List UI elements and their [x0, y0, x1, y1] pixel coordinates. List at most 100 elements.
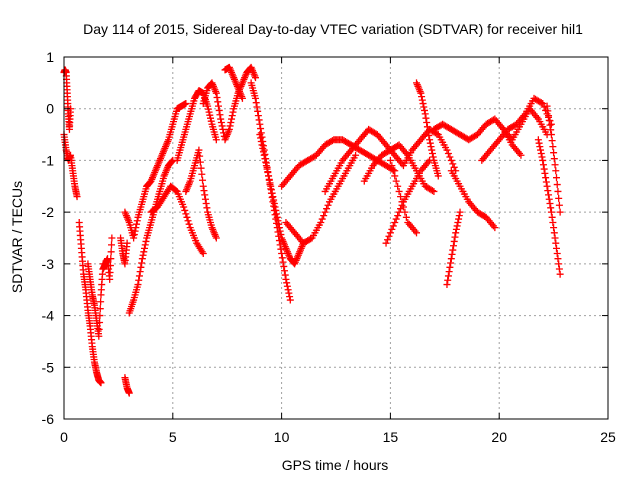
data-point-trace-31 — [545, 116, 553, 124]
data-point-trace-10 — [182, 100, 190, 108]
data-point-trace-30 — [550, 229, 558, 237]
data-point-trace-24 — [426, 136, 434, 144]
data-point-trace-30 — [539, 156, 547, 164]
y-tick-label: -6 — [42, 411, 55, 427]
data-point-trace-30 — [543, 182, 551, 190]
data-point-trace-17 — [273, 210, 281, 218]
data-point-trace-4 — [96, 312, 104, 320]
data-point-trace-31 — [544, 107, 552, 115]
data-point-trace-5 — [108, 234, 116, 242]
data-point-trace-11 — [181, 206, 189, 214]
data-point-trace-4 — [95, 332, 103, 340]
data-point-trace-16 — [281, 267, 289, 275]
data-point-trace-17 — [273, 213, 281, 221]
data-point-trace-21 — [428, 187, 436, 195]
data-point-trace-19 — [352, 151, 360, 159]
x-axis-label: GPS time / hours — [282, 457, 389, 473]
data-point-trace-17 — [256, 131, 264, 139]
data-point-trace-24 — [434, 172, 442, 180]
data-point-trace-30 — [550, 224, 558, 232]
data-point-trace-31 — [543, 102, 551, 110]
data-point-trace-17 — [271, 203, 279, 211]
data-point-trace-30 — [545, 195, 553, 203]
data-point-trace-24 — [420, 103, 428, 111]
data-point-trace-13 — [199, 176, 207, 184]
data-point-trace-27 — [448, 250, 456, 258]
data-point-trace-30 — [552, 239, 560, 247]
data-point-trace-12 — [204, 105, 212, 113]
data-point-trace-22 — [391, 218, 399, 226]
data-point-trace-8 — [135, 272, 143, 280]
data-point-trace-31 — [553, 181, 561, 189]
data-point-trace-14 — [214, 102, 222, 110]
data-point-trace-16 — [281, 271, 289, 279]
data-point-trace-30 — [554, 255, 562, 263]
data-point-trace-11 — [185, 220, 193, 228]
data-point-trace-24 — [420, 106, 428, 114]
data-point-trace-12 — [207, 117, 215, 125]
data-point-trace-16 — [254, 112, 262, 120]
data-point-trace-14 — [215, 106, 223, 114]
data-point-trace-16 — [286, 293, 294, 301]
data-point-trace-28 — [537, 99, 545, 107]
data-point-trace-16 — [252, 99, 260, 107]
data-point-trace-22 — [394, 212, 402, 220]
data-point-trace-13 — [200, 187, 208, 195]
data-point-trace-30 — [537, 150, 545, 158]
data-point-trace-13 — [198, 170, 206, 178]
data-point-trace-30 — [546, 200, 554, 208]
data-point-trace-13 — [201, 191, 209, 199]
data-point-trace-30 — [545, 191, 553, 199]
data-point-trace-13 — [199, 182, 207, 190]
data-point-trace-13 — [203, 204, 211, 212]
data-point-trace-23 — [401, 208, 409, 216]
x-tick-label: 20 — [491, 429, 507, 445]
plot-frame — [63, 56, 609, 420]
data-point-trace-22 — [383, 236, 391, 244]
data-point-trace-8 — [141, 244, 149, 252]
data-point-trace-16 — [283, 282, 291, 290]
data-point-trace-8 — [140, 248, 148, 256]
data-point-trace-30 — [549, 218, 557, 226]
data-point-trace-7 — [123, 239, 131, 247]
data-point-trace-2 — [73, 193, 81, 201]
data-point-trace-31 — [546, 121, 554, 129]
data-point-trace-17 — [267, 186, 275, 194]
data-point-trace-24 — [422, 114, 430, 122]
data-point-trace-17 — [275, 220, 283, 228]
y-tick-label: 1 — [46, 49, 54, 65]
data-point-trace-17 — [274, 217, 282, 225]
data-point-trace-4 — [95, 325, 103, 333]
data-point-trace-27 — [444, 276, 452, 284]
data-point-trace-30 — [547, 204, 555, 212]
data-point-trace-14 — [216, 111, 224, 119]
data-point-trace-31 — [555, 201, 563, 209]
data-point-trace-8 — [134, 281, 142, 289]
data-point-trace-12 — [207, 114, 215, 122]
data-point-trace-16 — [257, 125, 265, 133]
data-point-trace-25 — [517, 151, 525, 159]
data-point-trace-14 — [217, 119, 225, 127]
data-point-trace-17 — [265, 175, 273, 183]
y-tick-label: 0 — [46, 101, 54, 117]
data-point-trace-9 — [132, 224, 140, 232]
data-point-trace-8 — [139, 251, 147, 259]
data-point-trace-17 — [262, 162, 270, 170]
data-point-trace-17 — [272, 206, 280, 214]
data-point-trace-8 — [141, 241, 149, 249]
data-point-trace-27 — [452, 225, 460, 233]
data-point-trace-5 — [107, 248, 115, 256]
data-point-trace-31 — [548, 137, 556, 145]
data-point-trace-21 — [430, 187, 438, 195]
data-point-trace-31 — [552, 167, 560, 175]
data-point-trace-27 — [445, 268, 453, 276]
data-point-trace-16 — [282, 275, 290, 283]
data-point-trace-27 — [449, 246, 457, 254]
y-tick-label: -5 — [42, 359, 55, 375]
data-point-trace-27 — [451, 233, 459, 241]
data-point-trace-16 — [286, 296, 294, 304]
data-point-trace-24 — [427, 143, 435, 151]
data-point-trace-27 — [450, 237, 458, 245]
data-point-trace-13 — [202, 200, 210, 208]
